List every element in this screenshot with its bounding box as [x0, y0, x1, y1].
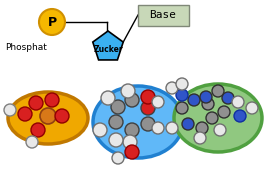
Text: Phosphat: Phosphat	[5, 43, 47, 52]
Polygon shape	[93, 31, 123, 60]
Circle shape	[176, 89, 188, 101]
Text: Zucker: Zucker	[93, 44, 123, 54]
Ellipse shape	[93, 86, 183, 158]
Circle shape	[234, 110, 246, 122]
Circle shape	[109, 133, 123, 147]
Ellipse shape	[174, 84, 262, 152]
Circle shape	[188, 94, 200, 106]
Ellipse shape	[8, 92, 88, 144]
Circle shape	[125, 123, 139, 137]
Circle shape	[206, 112, 218, 124]
Circle shape	[121, 84, 135, 98]
Circle shape	[45, 93, 59, 107]
Circle shape	[93, 123, 107, 137]
Circle shape	[55, 109, 69, 123]
Circle shape	[4, 104, 16, 116]
Circle shape	[212, 85, 224, 97]
Circle shape	[218, 106, 230, 118]
Circle shape	[123, 135, 137, 149]
Text: Base: Base	[150, 10, 176, 20]
Circle shape	[232, 96, 244, 108]
Circle shape	[152, 122, 164, 134]
Circle shape	[152, 96, 164, 108]
Circle shape	[166, 122, 178, 134]
Circle shape	[200, 91, 212, 103]
Circle shape	[112, 152, 124, 164]
Circle shape	[39, 9, 65, 35]
Circle shape	[196, 122, 208, 134]
Circle shape	[125, 93, 139, 107]
Circle shape	[141, 117, 155, 131]
Circle shape	[194, 132, 206, 144]
Circle shape	[141, 101, 155, 115]
Circle shape	[246, 102, 258, 114]
Circle shape	[214, 124, 226, 136]
Circle shape	[109, 115, 123, 129]
Circle shape	[31, 123, 45, 137]
Circle shape	[182, 118, 194, 130]
Circle shape	[176, 102, 188, 114]
Circle shape	[166, 82, 178, 94]
Circle shape	[29, 96, 43, 110]
FancyBboxPatch shape	[138, 5, 189, 26]
Circle shape	[18, 107, 32, 121]
Circle shape	[111, 100, 125, 114]
Circle shape	[222, 92, 234, 104]
Circle shape	[125, 145, 139, 159]
Circle shape	[176, 78, 188, 90]
Circle shape	[40, 108, 56, 124]
Text: P: P	[47, 16, 56, 29]
Circle shape	[202, 98, 214, 110]
Circle shape	[141, 90, 155, 104]
Circle shape	[26, 136, 38, 148]
Circle shape	[101, 91, 115, 105]
